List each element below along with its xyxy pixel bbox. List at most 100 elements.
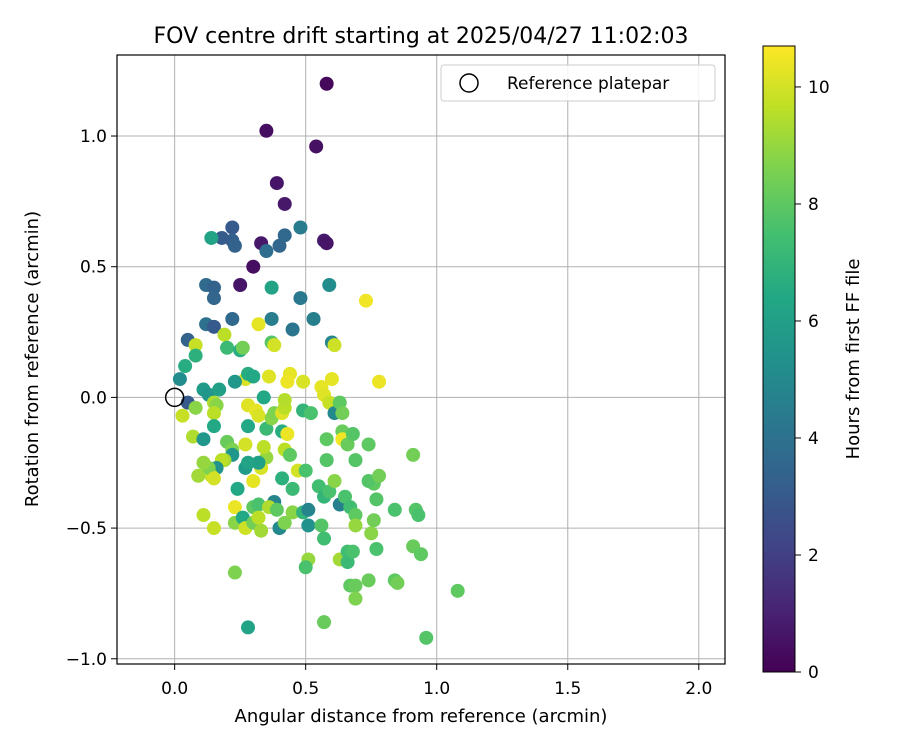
data-point xyxy=(319,236,334,251)
data-point xyxy=(251,455,266,470)
data-point xyxy=(206,280,221,295)
data-point xyxy=(301,502,316,517)
data-point xyxy=(369,541,384,556)
colorbar-tick-label: 4 xyxy=(808,429,819,449)
data-point xyxy=(206,406,221,421)
data-point xyxy=(235,510,250,525)
data-point xyxy=(251,317,266,332)
data-point xyxy=(296,374,311,389)
data-point xyxy=(390,575,405,590)
data-point xyxy=(267,338,282,353)
data-point xyxy=(272,238,287,253)
data-point xyxy=(285,481,300,496)
data-point xyxy=(227,374,242,389)
data-point xyxy=(306,311,321,326)
data-point xyxy=(238,437,253,452)
data-point xyxy=(317,615,332,630)
data-point xyxy=(411,508,426,523)
data-point xyxy=(340,437,355,452)
data-point xyxy=(196,432,211,447)
legend-label: Reference platepar xyxy=(507,74,669,94)
data-point xyxy=(293,291,308,306)
data-point xyxy=(212,382,227,397)
data-point xyxy=(196,455,211,470)
data-point xyxy=(254,523,269,538)
data-point xyxy=(298,463,313,478)
data-point xyxy=(285,505,300,520)
data-point xyxy=(419,630,434,645)
data-point xyxy=(406,447,421,462)
data-point xyxy=(256,390,271,405)
legend: Reference platepar xyxy=(440,64,716,102)
colorbar-tick-label: 0 xyxy=(808,663,819,683)
data-point xyxy=(372,374,387,389)
data-point xyxy=(269,502,284,517)
data-point xyxy=(206,471,221,486)
data-point xyxy=(241,620,256,635)
x-tick-label: 0.5 xyxy=(292,679,319,699)
chart-title: FOV centre drift starting at 2025/04/27 … xyxy=(154,24,689,49)
data-point xyxy=(241,455,256,470)
data-point xyxy=(175,408,190,423)
data-point xyxy=(264,280,279,295)
data-point xyxy=(206,319,221,334)
colorbar-label: Hours from first FF file xyxy=(843,259,864,460)
data-point xyxy=(338,489,352,504)
data-point xyxy=(324,372,339,387)
data-point xyxy=(230,481,245,496)
colorbar-tick-label: 10 xyxy=(808,78,830,98)
data-point xyxy=(277,196,292,211)
data-point xyxy=(301,518,316,533)
data-point xyxy=(311,479,326,494)
x-tick-label: 1.5 xyxy=(554,679,581,699)
data-point xyxy=(256,440,271,455)
y-tick-label: 0.0 xyxy=(80,388,107,408)
y-axis-ticks: −1.0 −0.5 0.0 0.5 1.0 xyxy=(66,127,117,670)
data-point xyxy=(178,359,193,374)
data-point xyxy=(259,421,274,436)
data-point xyxy=(186,429,200,444)
data-point xyxy=(335,406,350,421)
y-tick-label: −1.0 xyxy=(66,650,107,670)
data-point xyxy=(188,348,203,363)
data-point xyxy=(317,531,332,546)
data-point xyxy=(259,244,274,259)
data-point xyxy=(241,419,256,434)
data-point xyxy=(214,230,229,245)
data-point xyxy=(246,474,261,489)
colorbar-ticks: 0 2 4 6 8 10 xyxy=(795,78,830,683)
data-point xyxy=(280,426,295,441)
colorbar-tick-label: 8 xyxy=(808,195,819,215)
y-axis-label: Rotation from reference (arcmin) xyxy=(22,211,43,507)
data-point xyxy=(348,578,363,593)
data-point xyxy=(358,293,373,308)
data-point xyxy=(361,573,376,588)
data-point xyxy=(348,508,363,523)
data-point xyxy=(235,340,250,355)
data-point xyxy=(285,322,300,337)
data-point xyxy=(196,508,211,523)
data-point xyxy=(319,432,334,447)
data-point xyxy=(364,526,379,541)
y-tick-label: 1.0 xyxy=(80,127,107,147)
data-point xyxy=(332,395,347,410)
data-point xyxy=(172,372,187,387)
data-point xyxy=(280,374,295,389)
data-point xyxy=(188,338,203,353)
data-point xyxy=(293,220,308,235)
colorbar-tick-label: 6 xyxy=(808,312,819,332)
data-point xyxy=(369,492,384,507)
data-point xyxy=(206,419,221,434)
data-point xyxy=(204,230,219,245)
data-point xyxy=(348,591,363,606)
colorbar-tick-label: 2 xyxy=(808,546,819,566)
x-axis-label: Angular distance from reference (arcmin) xyxy=(235,706,608,727)
data-point xyxy=(262,369,276,384)
data-point xyxy=(366,513,381,528)
x-tick-label: 1.0 xyxy=(423,679,450,699)
reference-platepar-marker xyxy=(164,387,185,408)
data-point xyxy=(206,291,221,306)
legend-box xyxy=(440,64,716,102)
data-point xyxy=(361,437,376,452)
data-point xyxy=(387,502,402,517)
